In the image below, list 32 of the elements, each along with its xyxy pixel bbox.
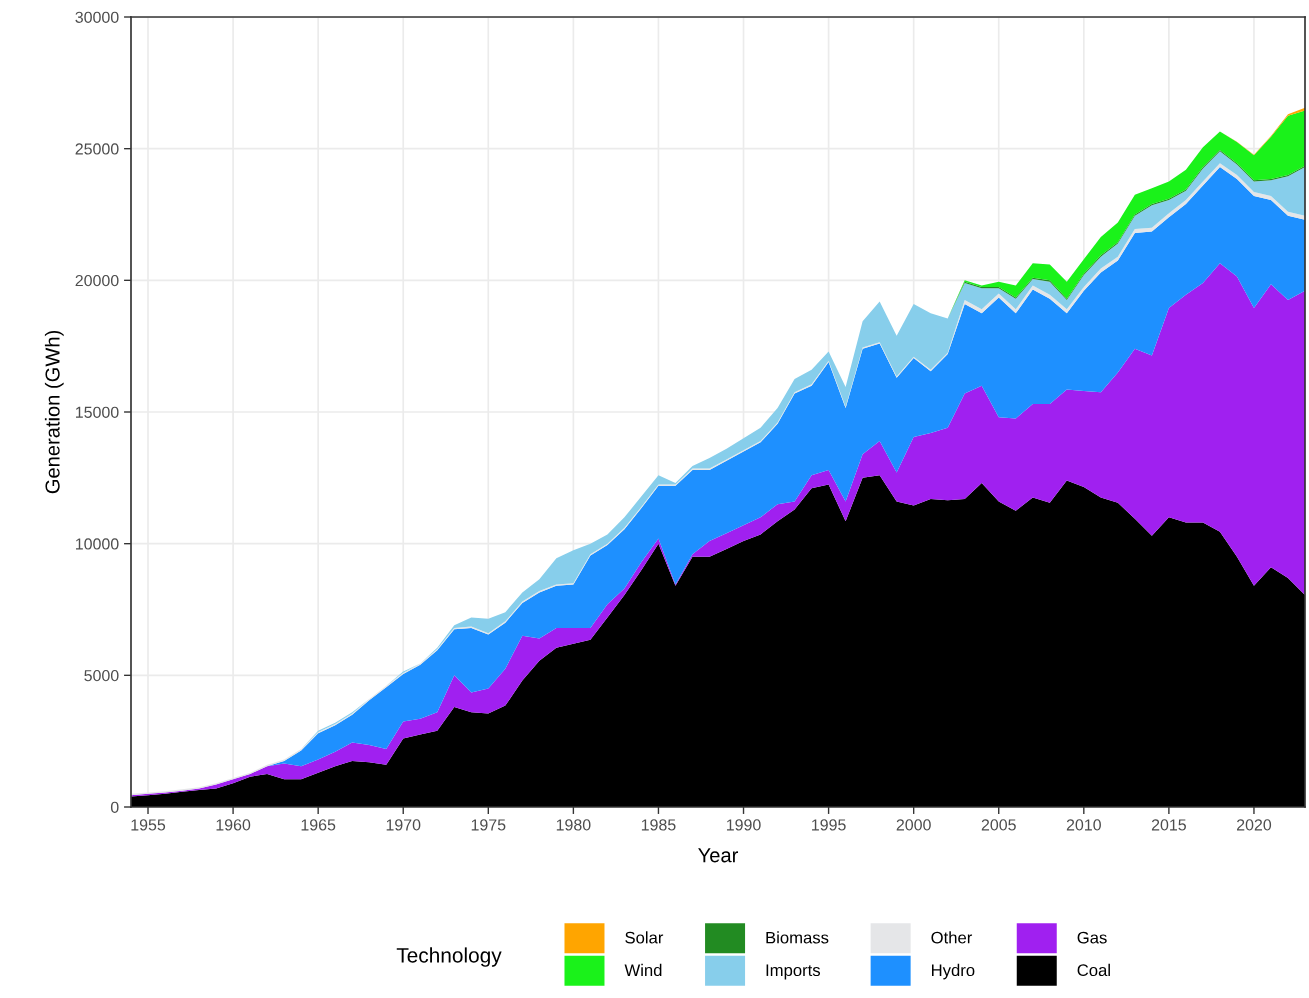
x-axis-title: Year	[698, 848, 739, 863]
legend-label: Gas	[1077, 931, 1107, 944]
x-tick-label: 1965	[301, 819, 336, 831]
x-tick-label: 1960	[216, 819, 251, 831]
y-tick-label: 20000	[75, 274, 119, 287]
x-tick-label: 1995	[812, 819, 846, 831]
x-tick-label: 2005	[981, 819, 1016, 831]
x-tick-label: 2015	[1151, 819, 1186, 831]
x-tick-label: 1980	[556, 819, 591, 831]
x-tick-label: 1955	[131, 819, 166, 831]
legend-label: Wind	[624, 963, 662, 977]
y-tick-label: 15000	[76, 406, 119, 418]
x-tick-label: 1985	[641, 819, 676, 831]
legend-label: Coal	[1077, 963, 1110, 977]
y-tick-label: 5000	[84, 669, 119, 682]
x-tick-label: 1970	[386, 819, 421, 831]
y-axis-title: Generation (GWh)	[44, 330, 64, 494]
y-tick-label: 30000	[75, 11, 119, 23]
legend-label: Hydro	[932, 963, 975, 980]
legend-label: Other	[931, 931, 973, 944]
x-tick-label: 2000	[896, 819, 931, 831]
legend-label: Imports	[766, 964, 821, 980]
legend-title: Technology	[396, 947, 502, 967]
legend-label: Solar	[625, 931, 664, 944]
legend-label: Biomass	[766, 931, 829, 944]
x-tick-label: 1975	[471, 819, 506, 831]
y-tick-label: 25000	[75, 143, 119, 155]
x-tick-label: 1990	[726, 819, 761, 831]
y-tick-label: 0	[110, 801, 119, 813]
x-tick-label: 2020	[1237, 819, 1272, 831]
y-tick-label: 10000	[76, 538, 119, 550]
x-tick-label: 2010	[1066, 819, 1101, 831]
